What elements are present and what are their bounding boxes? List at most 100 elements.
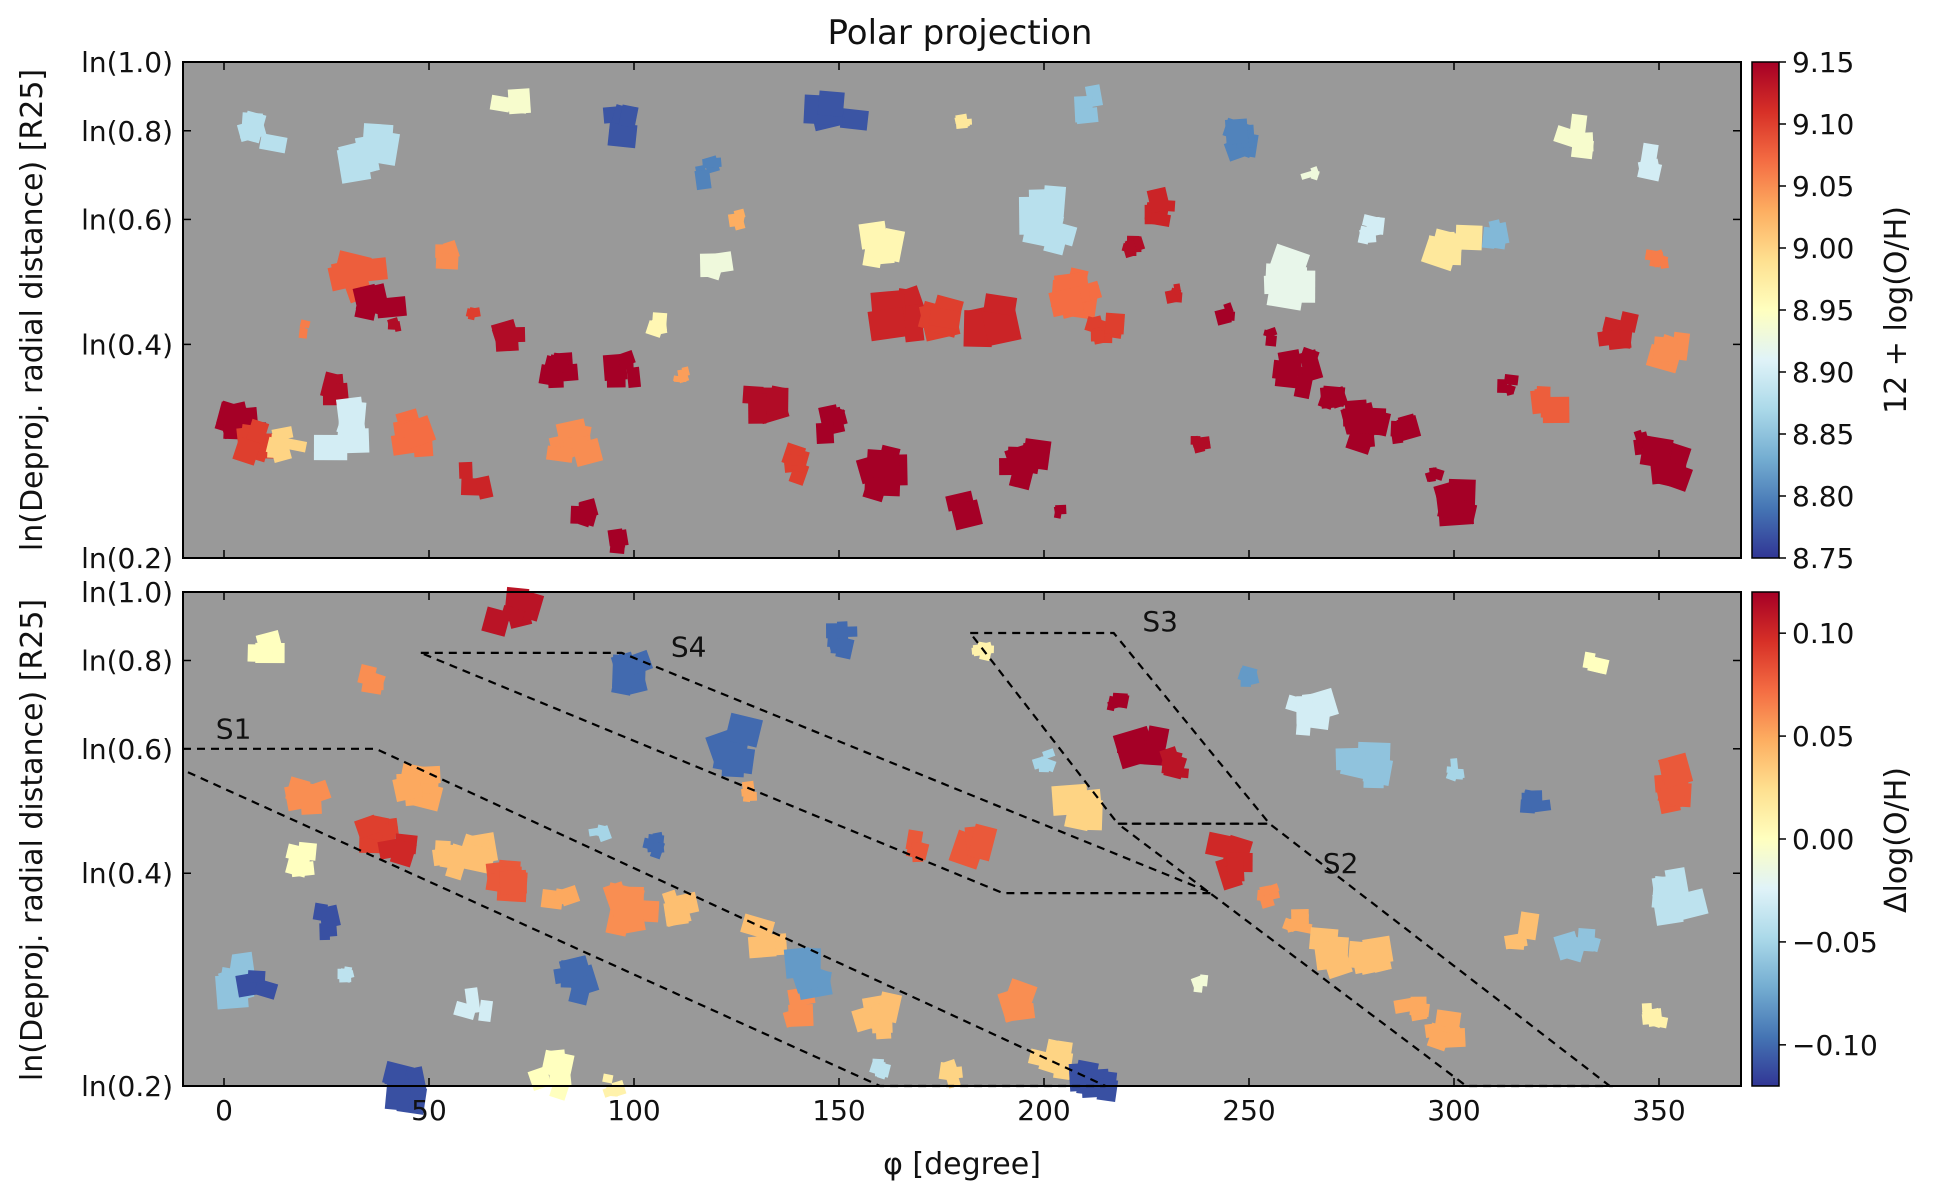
top-y-axis-label: ln(Deproj. radial distance) [R25] [15,69,50,551]
x-tick-label: 200 [1017,1094,1070,1127]
hii-region-patch [740,913,788,959]
hii-region-patch [538,352,579,389]
hii-region-patch [1654,752,1694,815]
colorbar-tick-label: 9.05 [1792,170,1854,203]
hii-region-patch [1237,665,1260,687]
hii-region-patch [1051,783,1103,832]
y-tick-label: ln(0.4) [81,328,173,361]
colorbar-tick-label: −0.05 [1792,926,1878,959]
hii-region-patch [489,88,531,115]
spiral-arm-label: S4 [671,631,707,664]
hii-region-patch [382,1060,428,1115]
spiral-arm-outline [420,651,1213,895]
y-tick-label: ln(0.8) [81,115,173,148]
colorbar-tick-label: 9.15 [1792,46,1854,79]
hii-region-patch [1112,725,1170,770]
top-colorbar-gradient [1752,62,1779,558]
hii-region-patch [458,832,499,875]
bottom-scatter-points [215,586,1709,1115]
x-tick-label: 150 [812,1094,865,1127]
bottom-y-axis: ln(1.0) ln(0.8) ln(0.6) ln(0.4) ln(0.2) [81,576,1741,1103]
colorbar-tick-label: 8.90 [1792,356,1854,389]
hii-region-patch [1285,687,1339,736]
hii-region-patch [247,630,285,664]
spiral-arm-outline [969,631,1272,825]
y-tick-label: ln(0.2) [81,1070,173,1103]
x-tick-label: 300 [1427,1094,1480,1127]
hii-region-patch [1222,117,1259,162]
x-tick-label: 0 [215,1094,233,1127]
hii-region-patch [705,712,763,778]
hii-region-patch [1048,267,1103,320]
bottom-x-axis: 0 50 100 150 200 250 300 350 [215,592,1686,1127]
x-tick-label: 250 [1222,1094,1275,1127]
hii-region-patch [826,621,858,660]
y-tick-label: ln(0.2) [81,542,173,575]
hii-region-patch [357,664,386,695]
hii-region-patch [284,776,332,815]
hii-region-patch [1497,374,1519,396]
hii-region-patch [782,986,816,1028]
hii-region-patch [602,881,660,937]
y-tick-label: ln(0.8) [81,644,173,677]
hii-region-patch [742,385,790,425]
hii-region-patch [661,889,700,928]
hii-region-patch [1317,385,1349,410]
spiral-arm-label: S3 [1142,605,1178,638]
colorbar-tick-label: −0.10 [1792,1029,1878,1062]
hii-region-patch [1164,283,1183,304]
y-tick-label: ln(0.4) [81,857,173,890]
hii-region-patch [1282,909,1313,934]
hii-region-patch [1263,243,1316,311]
colorbar-tick-label: 9.10 [1792,108,1854,141]
hii-region-patch [1582,651,1610,675]
hii-region-patch [1031,748,1057,773]
hii-region-patch [905,829,930,863]
hii-region-patch [1144,186,1176,228]
x-tick-label: 50 [411,1094,447,1127]
hii-region-patch [1308,927,1353,980]
top-colorbar-ticks: 9.15 9.10 9.05 9.00 8.95 8.90 8.85 8.80 8.75 [1779,46,1854,575]
hii-region-patch [1263,327,1278,347]
hii-region-patch [337,966,355,983]
hii-region-patch [1481,219,1510,250]
colorbar-tick-label: 8.95 [1792,294,1854,327]
colorbar-tick-label: 8.75 [1792,542,1854,575]
hii-region-patch [803,90,869,132]
hii-region-patch [607,528,629,555]
hii-region-patch [1205,831,1254,891]
hii-region-patch [999,438,1052,491]
y-tick-label: ln(1.0) [81,576,173,609]
hii-region-patch [963,293,1022,348]
hii-region-patch [570,498,599,528]
hii-region-patch [1190,435,1211,454]
x-tick-label: 100 [607,1094,660,1127]
hii-region-patch [313,396,370,461]
hii-region-patch [1190,974,1209,993]
colorbar-tick-label: 0.00 [1792,823,1854,856]
top-scatter-points [214,84,1693,555]
x-axis-label: φ [degree] [883,1147,1041,1182]
hii-region-patch [1272,346,1324,400]
hii-region-patch [588,824,612,843]
hii-region-patch [727,208,746,231]
hii-region-patch [1357,214,1385,245]
hii-region-patch [1347,935,1394,975]
hii-region-patch [1053,504,1067,519]
spiral-arm-label: S1 [216,713,252,746]
hii-region-patch [235,970,279,1000]
hii-region-patch [851,991,903,1040]
hii-region-patch [645,312,668,338]
hii-region-patch [867,285,929,343]
top-panel: ln(1.0) ln(0.8) ln(0.6) ln(0.4) ln(0.2) ln(D… [15,46,1742,575]
hii-region-patch [387,317,402,332]
hii-region-patch [1530,385,1570,424]
hii-region-patch [602,104,639,149]
hii-region-patch [1645,331,1691,374]
hii-region-patch [1027,1038,1074,1081]
hii-region-patch [485,859,528,903]
colorbar-tick-label: 8.85 [1792,418,1854,451]
hii-region-patch [1018,185,1078,256]
hii-region-patch [392,762,444,812]
hii-region-patch [390,408,437,458]
